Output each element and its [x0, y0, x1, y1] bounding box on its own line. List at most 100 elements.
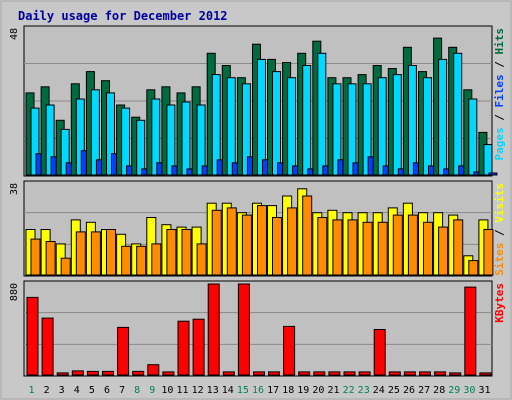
bar-kbytes-day-20 — [313, 371, 326, 376]
series-label-kbytes: KBytes — [493, 283, 506, 323]
bar-sites-day-10 — [166, 229, 177, 276]
series-label-part: Files — [493, 74, 506, 107]
bar-kbytes-day-29 — [449, 372, 462, 376]
bar-sites-day-1 — [30, 238, 41, 276]
bar-sites-day-9 — [151, 243, 162, 276]
x-tick-day-19: 19 — [297, 385, 309, 396]
bar-files-day-23 — [362, 83, 372, 176]
x-tick-day-28: 28 — [433, 385, 445, 396]
x-tick-day-22: 22 — [343, 385, 355, 396]
bar-sites-day-22 — [347, 219, 358, 276]
bar-kbytes-day-6 — [102, 370, 114, 376]
bar-kbytes-day-24 — [373, 329, 386, 376]
y-max-label-hits-files-pages: 48 — [9, 28, 20, 40]
bar-files-day-4 — [75, 98, 85, 176]
x-tick-day-13: 13 — [207, 385, 219, 396]
bar-files-day-28 — [438, 58, 448, 176]
series-label-part: Sites — [493, 243, 506, 276]
bar-kbytes-day-4 — [71, 370, 84, 376]
y-max-label-kbytes: 880 — [9, 283, 20, 301]
series-label-part: / — [493, 55, 506, 75]
x-tick-day-3: 3 — [59, 385, 65, 396]
bar-kbytes-day-23 — [358, 371, 371, 376]
bar-sites-day-5 — [90, 231, 101, 276]
bar-files-day-6 — [106, 92, 115, 176]
bar-files-day-11 — [181, 101, 191, 176]
bar-sites-day-21 — [332, 219, 343, 276]
bar-sites-day-18 — [287, 207, 298, 276]
bar-sites-day-13 — [211, 209, 222, 276]
bar-files-day-29 — [453, 52, 463, 176]
x-tick-day-9: 9 — [149, 385, 155, 396]
bar-kbytes-day-8 — [132, 370, 145, 376]
plot-area-kbytes — [23, 280, 493, 377]
bar-sites-day-2 — [45, 241, 56, 276]
x-tick-day-16: 16 — [252, 385, 264, 396]
bar-files-day-24 — [377, 77, 387, 176]
bar-files-day-9 — [151, 98, 161, 176]
bar-sites-day-23 — [362, 221, 373, 276]
bar-kbytes-day-28 — [434, 371, 447, 376]
x-tick-day-8: 8 — [134, 385, 140, 396]
bar-kbytes-day-10 — [162, 371, 175, 376]
bar-sites-day-14 — [226, 207, 237, 276]
x-tick-day-30: 30 — [463, 385, 475, 396]
bar-sites-day-15 — [241, 214, 252, 276]
series-label-part: KBytes — [493, 283, 506, 323]
bar-kbytes-day-18 — [283, 325, 296, 376]
x-tick-day-24: 24 — [373, 385, 385, 396]
bar-files-day-16 — [257, 58, 266, 176]
x-tick-day-15: 15 — [237, 385, 249, 396]
series-label-part: Visits — [493, 183, 506, 223]
bar-kbytes-day-13 — [207, 283, 220, 376]
bar-files-day-7 — [121, 107, 131, 176]
bar-files-day-10 — [166, 104, 176, 176]
bar-files-day-14 — [226, 77, 236, 176]
bar-files-day-22 — [347, 83, 357, 176]
x-tick-day-1: 1 — [28, 385, 34, 396]
bar-files-day-20 — [317, 52, 327, 176]
bar-sites-day-26 — [407, 214, 418, 276]
bar-kbytes-day-19 — [298, 371, 311, 376]
bar-sites-day-28 — [438, 226, 449, 276]
x-tick-day-25: 25 — [388, 385, 400, 396]
x-tick-day-17: 17 — [267, 385, 279, 396]
bar-files-day-25 — [392, 74, 402, 176]
bar-sites-day-16 — [257, 205, 267, 276]
bar-sites-day-4 — [75, 231, 86, 276]
bar-files-day-31 — [483, 144, 493, 176]
x-tick-day-23: 23 — [358, 385, 370, 396]
bar-sites-day-25 — [392, 214, 403, 276]
x-tick-day-18: 18 — [282, 385, 294, 396]
y-max-label-visits-sites: 38 — [9, 183, 20, 195]
bar-kbytes-day-9 — [147, 364, 160, 376]
x-tick-day-20: 20 — [312, 385, 324, 396]
bar-kbytes-day-11 — [177, 320, 190, 376]
x-tick-day-27: 27 — [418, 385, 430, 396]
bar-sites-day-24 — [377, 221, 388, 276]
bar-kbytes-day-12 — [192, 318, 205, 376]
x-tick-day-6: 6 — [104, 385, 110, 396]
bar-sites-day-7 — [121, 245, 132, 276]
bar-kbytes-day-1 — [26, 296, 39, 376]
bar-kbytes-day-17 — [268, 371, 280, 376]
chart-panels: 48 Pages / Files / Hits 38 Sites / Visits 88… — [9, 25, 506, 377]
bar-files-day-3 — [60, 128, 70, 176]
bar-files-day-2 — [45, 104, 55, 176]
x-tick-day-11: 11 — [176, 385, 188, 396]
bar-files-day-15 — [241, 83, 251, 176]
bar-sites-day-12 — [196, 243, 207, 276]
bar-files-day-26 — [407, 65, 417, 176]
bar-sites-day-17 — [272, 217, 282, 276]
bar-files-day-18 — [287, 77, 297, 176]
x-tick-day-5: 5 — [89, 385, 95, 396]
bar-sites-day-3 — [60, 257, 71, 276]
bar-files-day-27 — [423, 77, 432, 176]
bar-kbytes-day-15 — [237, 283, 250, 376]
bar-kbytes-day-31 — [479, 372, 492, 376]
bar-kbytes-day-16 — [253, 371, 265, 376]
bar-files-day-17 — [272, 71, 281, 176]
panel-kbytes: 880 KBytes — [9, 280, 506, 377]
bar-sites-day-29 — [453, 219, 464, 276]
bar-kbytes-day-14 — [222, 371, 235, 376]
